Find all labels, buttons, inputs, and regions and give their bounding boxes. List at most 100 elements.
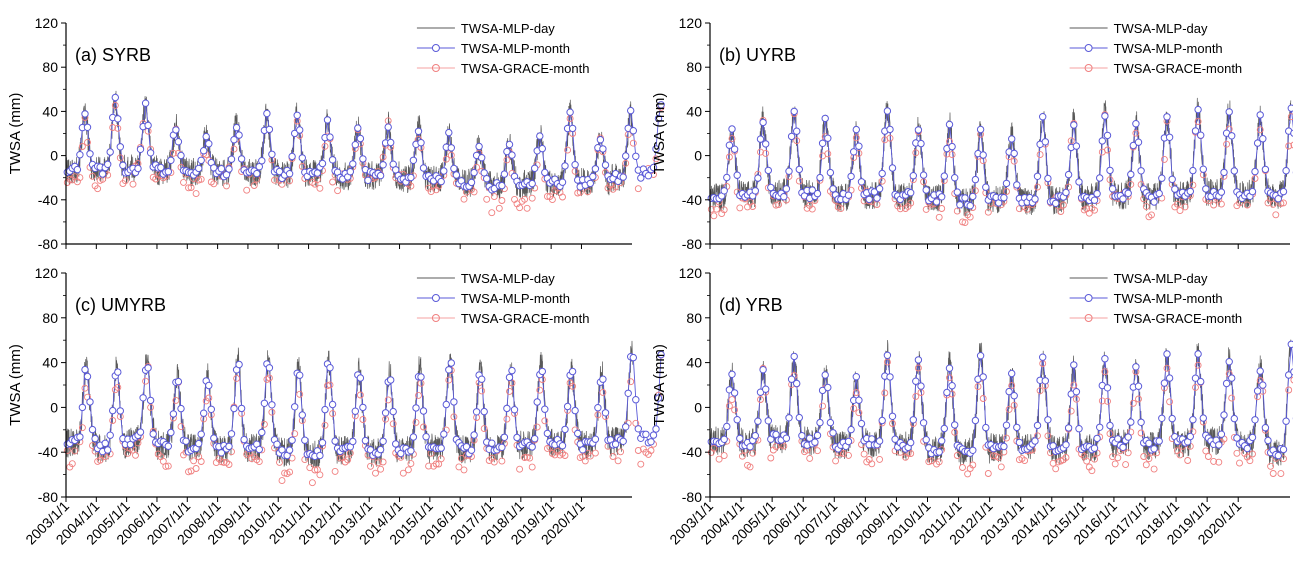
grace-month-point <box>425 462 433 470</box>
mlp-month-point <box>824 383 832 392</box>
mlp-month-point <box>782 185 791 193</box>
grace-month-point <box>1010 157 1018 165</box>
mlp-month-point <box>111 93 120 102</box>
mlp-month-point <box>1013 181 1021 189</box>
mlp-month-point <box>235 360 243 369</box>
mlp-month-point <box>818 139 827 148</box>
mlp-month-point <box>1287 104 1293 112</box>
mlp-month-point <box>979 151 987 159</box>
mlp-month-point <box>1253 139 1262 147</box>
mlp-month-point <box>346 168 354 176</box>
mlp-month-point <box>217 165 226 173</box>
y-tick-label: 40 <box>42 103 58 119</box>
mlp-month-point <box>508 366 516 375</box>
mlp-month-point <box>503 404 511 413</box>
grace-month-point <box>757 396 764 403</box>
grace-month-point <box>1277 470 1285 478</box>
legend-label: TWSA-MLP-day <box>461 271 555 286</box>
grace-month-point <box>331 467 339 475</box>
mlp-month-point <box>1155 189 1163 198</box>
grace-month-point <box>1280 455 1287 463</box>
mlp-month-point <box>376 445 385 454</box>
mlp-month-point <box>943 388 951 397</box>
mlp-month-point <box>356 134 365 143</box>
mlp-month-point <box>568 367 577 376</box>
grace-month-point <box>1256 126 1264 134</box>
grace-month-point <box>114 124 122 132</box>
mlp-month-point <box>268 150 276 159</box>
grace-month-point <box>850 404 858 412</box>
grace-month-point <box>806 454 814 462</box>
mlp-month-point <box>104 160 112 169</box>
mlp-month-point <box>407 447 415 455</box>
mlp-month-point <box>1005 387 1013 396</box>
grace-month-point <box>1003 434 1010 442</box>
mlp-month-point <box>359 403 367 412</box>
mlp-month-point <box>1189 416 1197 424</box>
grace-month-point <box>832 457 840 465</box>
legend-label: TWSA-MLP-month <box>1114 291 1223 306</box>
grace-month-point <box>961 219 969 227</box>
mlp-month-point <box>387 376 395 384</box>
mlp-month-point <box>167 428 175 437</box>
mlp-month-point <box>480 407 488 416</box>
mlp-month-point <box>141 99 150 107</box>
mlp-month-point <box>500 433 509 441</box>
grace-month-point <box>912 392 920 400</box>
legend-label: TWSA-GRACE-month <box>461 311 590 326</box>
mlp-month-point <box>200 409 208 417</box>
mlp-month-point <box>795 413 803 422</box>
grace-month-point <box>243 186 251 194</box>
mlp-month-point <box>253 169 261 178</box>
mlp-month-point <box>1155 437 1163 445</box>
grace-month-point <box>634 185 642 193</box>
grace-month-point <box>78 424 86 432</box>
grace-month-point <box>217 458 225 466</box>
legend-swatch-mlp-month-marker <box>431 44 440 52</box>
grace-month-point <box>938 205 946 212</box>
mlp-month-point <box>1186 187 1195 196</box>
grace-month-point <box>728 396 736 404</box>
grace-month-point <box>1204 453 1212 460</box>
grace-month-point <box>749 449 757 457</box>
grace-month-point <box>974 383 982 391</box>
mlp-month-point <box>589 172 597 181</box>
mlp-month-point <box>723 422 731 431</box>
mlp-month-point <box>969 192 977 201</box>
grace-month-point <box>321 421 329 429</box>
mlp-month-point <box>146 396 155 405</box>
grace-month-point <box>543 192 551 200</box>
mlp-month-point <box>574 429 582 438</box>
mlp-month-point <box>624 389 632 397</box>
grace-month-point <box>1010 401 1018 409</box>
mlp-month-point <box>971 175 980 184</box>
mlp-month-point <box>1127 418 1135 426</box>
mlp-month-point <box>301 436 309 444</box>
grace-month-point <box>268 408 276 416</box>
mlp-month-point <box>780 193 788 201</box>
mlp-month-point <box>263 109 271 118</box>
mlp-month-point <box>844 191 853 199</box>
grace-month-point <box>1049 459 1057 467</box>
grace-month-point <box>728 135 736 143</box>
mlp-month-point <box>1039 353 1047 361</box>
grace-month-point <box>971 187 979 195</box>
mlp-month-point <box>478 375 486 383</box>
mlp-month-point <box>1158 174 1166 182</box>
mlp-month-point <box>76 433 84 441</box>
grace-month-point <box>457 454 465 462</box>
mlp-month-point <box>785 414 793 422</box>
mlp-month-point <box>759 118 767 127</box>
mlp-month-point <box>945 120 954 129</box>
grace-month-point <box>230 145 238 153</box>
grace-month-point <box>1173 200 1181 208</box>
mlp-month-point <box>733 416 741 424</box>
grace-month-point <box>907 199 915 207</box>
grace-month-point <box>634 447 642 454</box>
mlp-month-point <box>649 163 658 172</box>
mlp-month-point <box>116 143 125 151</box>
mlp-month-point <box>1282 417 1290 425</box>
grace-month-point <box>1101 368 1109 376</box>
mlp-month-point <box>356 374 365 382</box>
mlp-month-point <box>136 145 145 154</box>
